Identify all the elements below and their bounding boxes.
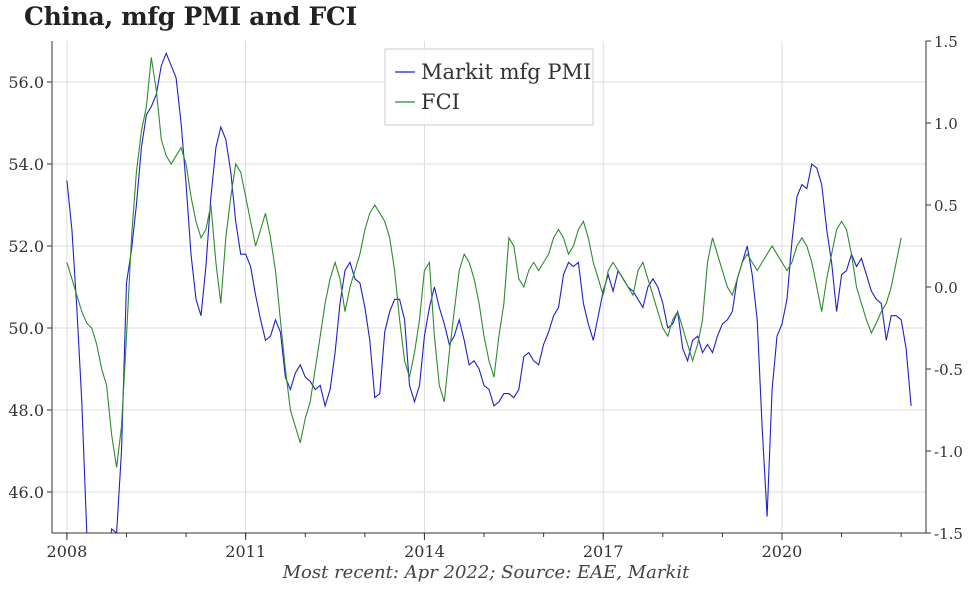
left-tick-label: 48.0 bbox=[8, 401, 44, 420]
legend-box bbox=[384, 48, 594, 126]
legend-label: FCI bbox=[421, 90, 460, 114]
left-tick-label: 46.0 bbox=[8, 483, 44, 502]
legend-label: Markit mfg PMI bbox=[421, 60, 591, 84]
left-tick-label: 54.0 bbox=[8, 155, 44, 174]
x-tick-label: 2014 bbox=[404, 542, 445, 561]
left-tick-label: 56.0 bbox=[8, 73, 44, 92]
right-tick-label: 1.0 bbox=[934, 115, 958, 133]
right-tick-label: 0.5 bbox=[934, 197, 958, 215]
x-tick-label: 2020 bbox=[762, 542, 803, 561]
right-tick-label: -1.0 bbox=[934, 443, 963, 461]
right-tick-label: 1.5 bbox=[934, 33, 958, 51]
chart-title: China, mfg PMI and FCI bbox=[24, 2, 357, 31]
right-tick-label: -0.5 bbox=[934, 361, 963, 379]
left-tick-label: 52.0 bbox=[8, 237, 44, 256]
right-tick-label: 0.0 bbox=[934, 279, 958, 297]
x-tick-label: 2017 bbox=[583, 542, 624, 561]
x-tick-label: 2008 bbox=[47, 542, 88, 561]
right-tick-label: -1.5 bbox=[934, 525, 963, 543]
x-tick-label: 2011 bbox=[225, 542, 266, 561]
series-line-fci bbox=[66, 57, 902, 468]
chart-caption: Most recent: Apr 2022; Source: EAE, Mark… bbox=[282, 562, 690, 583]
left-tick-label: 50.0 bbox=[8, 319, 44, 338]
series-line-pmi bbox=[66, 51, 912, 533]
